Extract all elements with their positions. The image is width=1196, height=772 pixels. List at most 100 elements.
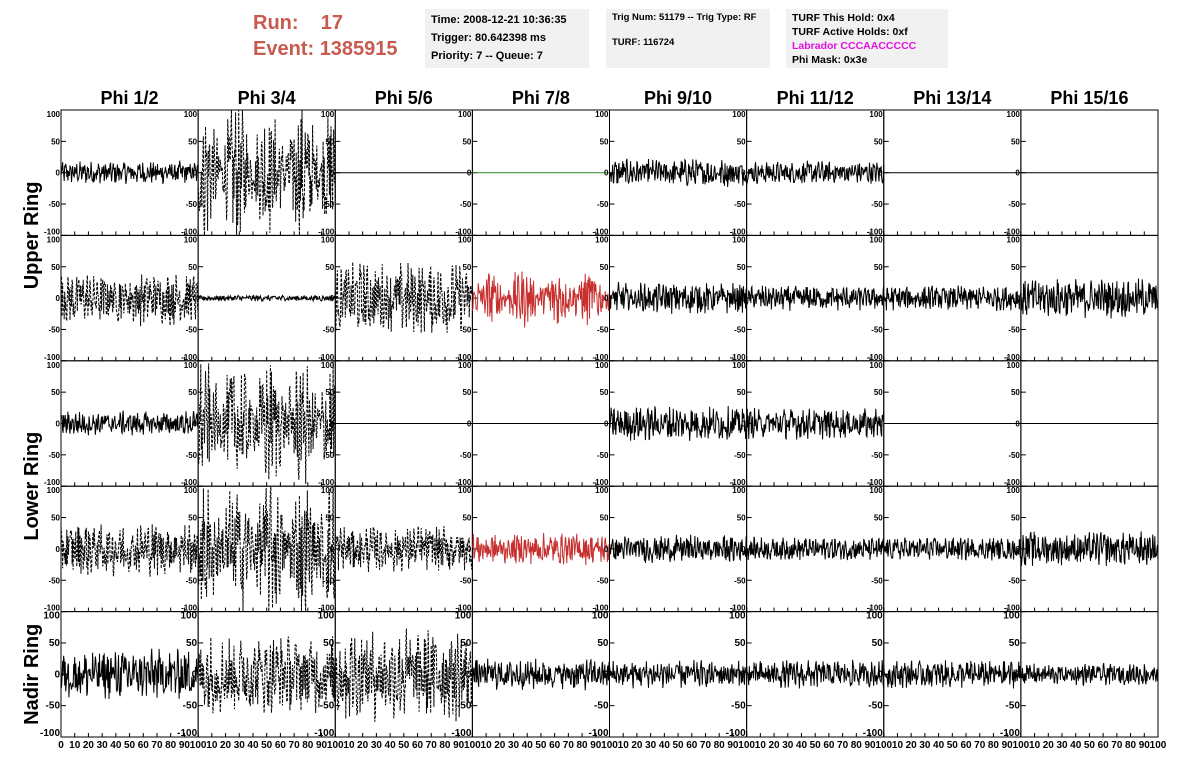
y-tick-label: -50 <box>868 701 883 712</box>
x-tick-label: 70 <box>563 740 575 751</box>
y-tick-label: 0 <box>878 294 883 303</box>
y-tick-label: 50 <box>325 388 334 397</box>
y-tick-label: 50 <box>462 137 471 146</box>
y-tick-label: -50 <box>731 701 746 712</box>
turf-text: TURF: 116724 <box>612 37 675 48</box>
x-tick-label: 30 <box>97 740 109 751</box>
y-tick-label: 0 <box>330 545 335 554</box>
waveform-line <box>334 628 473 722</box>
x-tick-label: 60 <box>823 740 835 751</box>
y-tick-label: 0 <box>192 669 198 680</box>
time-info-box: Time: 2008-12-21 10:36:35 Trigger: 80.64… <box>425 9 589 68</box>
y-tick-label: -100 <box>1004 604 1021 613</box>
x-tick-label: 80 <box>714 740 726 751</box>
x-tick-label: 90 <box>864 740 876 751</box>
y-tick-label: -100 <box>314 728 334 739</box>
y-tick-label: -100 <box>181 604 198 613</box>
y-tick-label: 50 <box>737 388 746 397</box>
x-tick-label: 30 <box>508 740 520 751</box>
x-tick-label: 90 <box>179 740 191 751</box>
y-tick-label: 0 <box>741 420 746 429</box>
y-tick-label: -50 <box>1008 325 1020 334</box>
x-tick-label: 20 <box>220 740 232 751</box>
x-tick-label: 10 <box>892 740 904 751</box>
y-tick-label: 0 <box>467 420 472 429</box>
y-tick-label: 0 <box>878 169 883 178</box>
y-tick-label: -50 <box>323 325 335 334</box>
x-tick-label: 50 <box>124 740 136 751</box>
y-tick-label: -100 <box>455 353 472 362</box>
y-tick-label: 50 <box>872 638 884 649</box>
waveform-line <box>609 281 748 314</box>
y-tick-label: 50 <box>600 514 609 523</box>
y-tick-label: 100 <box>595 110 609 119</box>
y-tick-label: 0 <box>740 669 746 680</box>
y-tick-label: 0 <box>741 294 746 303</box>
time-text: Time: 2008-12-21 10:36:35 <box>431 14 567 26</box>
turf-info-box: TURF This Hold: 0x4 TURF Active Holds: 0… <box>786 9 948 68</box>
column-title: Phi 1/2 <box>101 88 159 108</box>
y-tick-label: -50 <box>460 325 472 334</box>
y-tick-label: -100 <box>730 604 747 613</box>
y-tick-label: 50 <box>600 137 609 146</box>
x-tick-label: 40 <box>659 740 671 751</box>
y-tick-label: 50 <box>1011 514 1020 523</box>
y-tick-label: 50 <box>737 263 746 272</box>
event-value: 1385915 <box>319 38 398 60</box>
y-tick-label: 100 <box>1007 235 1021 244</box>
y-tick-label: -100 <box>44 604 61 613</box>
y-tick-label: 100 <box>1003 611 1020 622</box>
y-tick-label: 50 <box>874 263 883 272</box>
y-tick-label: -100 <box>1004 227 1021 236</box>
y-tick-label: 0 <box>467 294 472 303</box>
y-tick-label: 50 <box>188 263 197 272</box>
y-tick-label: -50 <box>186 451 198 460</box>
x-tick-label: 100 <box>190 740 207 751</box>
y-tick-label: -100 <box>455 478 472 487</box>
y-tick-label: 50 <box>1009 638 1021 649</box>
y-tick-label: 100 <box>869 486 883 495</box>
y-tick-label: 100 <box>732 361 746 370</box>
y-tick-label: 100 <box>318 611 335 622</box>
row-label: Upper Ring <box>21 182 43 290</box>
x-tick-label: 80 <box>165 740 177 751</box>
column-title: Phi 11/12 <box>777 88 854 108</box>
priority-text: Priority: 7 -- Queue: 7 <box>431 50 543 62</box>
x-tick-label: 10 <box>481 740 493 751</box>
y-tick-label: -100 <box>455 227 472 236</box>
x-tick-label: 60 <box>1098 740 1110 751</box>
x-tick-label: 10 <box>343 740 355 751</box>
trig-info-box: Trig Num: 51179 -- Trig Type: RF TURF: 1… <box>606 9 770 68</box>
x-tick-label: 50 <box>673 740 685 751</box>
y-tick-label: -100 <box>863 728 883 739</box>
x-tick-label: 20 <box>906 740 918 751</box>
waveform-line <box>746 284 885 311</box>
waveform-line <box>1020 662 1159 687</box>
y-tick-label: 0 <box>330 169 335 178</box>
x-tick-label: 50 <box>810 740 822 751</box>
x-tick-label: 20 <box>83 740 95 751</box>
y-tick-label: -50 <box>734 576 746 585</box>
y-tick-label: 100 <box>595 361 609 370</box>
y-tick-label: 100 <box>321 110 335 119</box>
y-tick-label: -100 <box>1004 353 1021 362</box>
y-tick-label: 50 <box>1011 388 1020 397</box>
y-tick-label: 50 <box>325 263 334 272</box>
y-tick-label: 50 <box>1011 137 1020 146</box>
y-tick-label: -100 <box>867 227 884 236</box>
turf-hold-text: TURF This Hold: 0x4 <box>792 12 895 24</box>
y-tick-label: 100 <box>458 486 472 495</box>
y-tick-label: 0 <box>330 420 335 429</box>
y-tick-label: -100 <box>867 478 884 487</box>
y-tick-label: 50 <box>188 137 197 146</box>
x-tick-label: 40 <box>385 740 397 751</box>
waveform-line <box>609 534 748 564</box>
waveform-line <box>609 405 748 441</box>
y-tick-label: 100 <box>321 235 335 244</box>
y-tick-label: -100 <box>44 478 61 487</box>
x-tick-label: 30 <box>371 740 383 751</box>
x-tick-label: 50 <box>261 740 273 751</box>
y-tick-label: -50 <box>186 576 198 585</box>
y-tick-label: 100 <box>47 110 61 119</box>
